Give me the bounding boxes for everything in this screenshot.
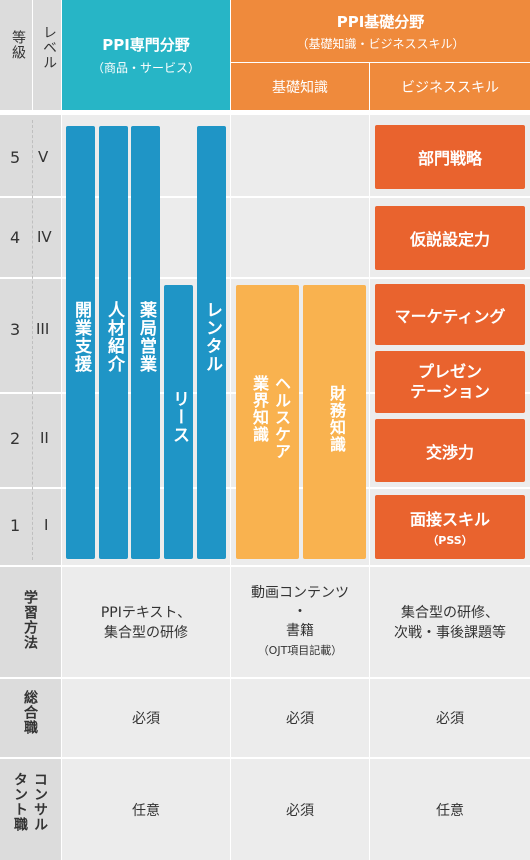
grade-header-label: 等級 [10,30,26,60]
basic-field-sub: （基礎知識・ビジネススキル） [296,36,465,51]
grade-4: 4 [10,228,21,247]
bar-rental: レンタル [197,126,226,559]
level-iv: IV [37,228,52,246]
study-label: 学習方法 [22,590,38,650]
level-divider [0,196,530,198]
level-i: I [44,516,49,534]
business-skill-header: ビジネススキル [370,63,530,110]
consultant-label-cell [0,759,61,860]
consultant-label-1: コンサル [32,772,48,832]
consultant-skill: 任意 [370,759,530,860]
bar-lease: リース [164,285,193,559]
bar-healthcare-knowledge: ヘルスケア業界知識 [236,285,299,559]
basic-knowledge-header: 基礎知識 [231,63,369,110]
grade-header-cell [0,0,32,110]
consultant-label-2: タント職 [12,772,28,832]
skill-kasetsu-settei: 仮説設定力 [375,206,525,270]
grade-level-separator [32,120,33,560]
general-label: 総合職 [22,690,38,735]
skill-presentation: プレゼン テーション [375,351,525,413]
grade-5: 5 [10,148,21,167]
general-label-cell [0,679,61,757]
consultant-basic: 必須 [231,759,369,860]
study-ppi: PPIテキスト、 集合型の研修 [62,567,230,677]
bar-finance-knowledge: 財務知識 [303,285,366,559]
general-basic: 必須 [231,679,369,757]
skill-kosho: 交渉力 [375,419,525,482]
level-v: V [38,148,49,166]
general-skill: 必須 [370,679,530,757]
level-header-label: レベル [41,25,57,70]
level-iii: III [36,320,50,338]
study-label-cell [0,567,61,677]
skill-mensetsu: 面接スキル （PSS） [375,495,525,559]
bar-kaigyo-shien: 開業支援 [66,126,95,559]
general-ppi: 必須 [62,679,230,757]
ppi-field-header: PPI専門分野 （商品・サービス） [62,0,230,110]
study-skill: 集合型の研修、 次戦・事後課題等 [370,567,530,677]
skill-bumon-senryaku: 部門戦略 [375,125,525,189]
bar-yakkyoku-eigyo: 薬局営業 [131,126,160,559]
ppi-field-title: PPI専門分野 [102,36,190,54]
grade-1: 1 [10,516,21,535]
consultant-ppi: 任意 [62,759,230,860]
level-header-cell [33,0,61,110]
ppi-field-sub: （商品・サービス） [91,61,200,75]
basic-field-header: PPI基礎分野 （基礎知識・ビジネススキル） [231,0,530,62]
grade-3: 3 [10,320,21,339]
grade-2: 2 [10,429,21,448]
study-basic: 動画コンテンツ ・ 書籍 （OJT項目記載） [231,567,369,677]
level-ii: II [40,429,49,447]
level-divider [0,277,530,279]
bar-jinzai-shokai: 人材紹介 [99,126,128,559]
basic-field-title: PPI基礎分野 [336,12,425,31]
skill-marketing: マーケティング [375,284,525,345]
grade-column [0,115,61,565]
